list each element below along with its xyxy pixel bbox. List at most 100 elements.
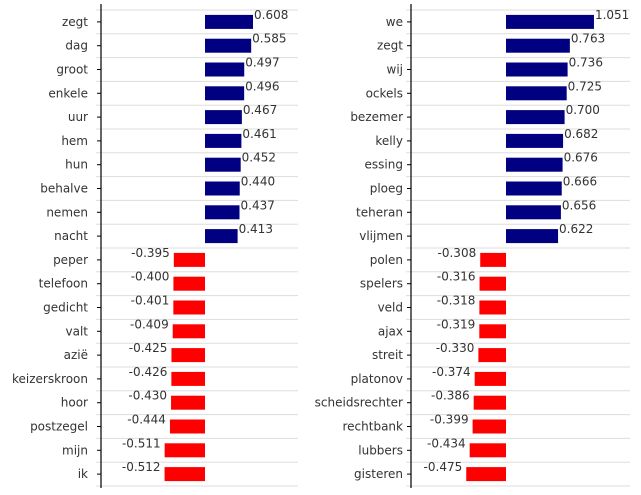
negative-bar xyxy=(164,443,205,458)
positive-bar xyxy=(506,38,570,53)
positive-bar xyxy=(205,14,254,29)
category-label: polen xyxy=(370,253,403,267)
category-label: ik xyxy=(78,467,88,481)
data-label: 0.682 xyxy=(564,127,598,141)
category-label: streit xyxy=(372,348,403,362)
right-bar-chart: we 1.051 zegt 0.763 wij 0.736 ockels 0.725 bezem… xyxy=(315,4,630,488)
positive-bar xyxy=(205,86,245,101)
negative-bar xyxy=(169,419,205,434)
negative-bar xyxy=(478,348,506,363)
category-label: bezemer xyxy=(350,110,403,124)
positive-bar xyxy=(205,38,252,53)
data-label: 0.763 xyxy=(571,32,605,46)
data-label: 0.497 xyxy=(245,56,279,70)
category-label: hem xyxy=(61,134,88,148)
negative-bar xyxy=(479,300,506,315)
data-label: -0.425 xyxy=(129,341,168,355)
category-label: azië xyxy=(64,348,88,362)
negative-bar xyxy=(173,300,205,315)
data-label: -0.401 xyxy=(131,294,170,308)
category-label: zegt xyxy=(62,15,88,29)
data-label: -0.374 xyxy=(432,365,471,379)
category-label: groot xyxy=(56,63,88,77)
data-label: -0.395 xyxy=(131,246,170,260)
category-label: enkele xyxy=(48,86,88,100)
data-label: -0.475 xyxy=(424,460,463,474)
category-label: teheran xyxy=(356,205,403,219)
data-label: 0.440 xyxy=(241,175,275,189)
category-label: spelers xyxy=(360,277,403,291)
data-label: -0.319 xyxy=(437,317,476,331)
negative-bar xyxy=(469,443,506,458)
negative-bar xyxy=(173,252,205,267)
positive-bar xyxy=(205,110,242,125)
positive-bar xyxy=(205,62,245,77)
data-label: 1.051 xyxy=(595,8,629,22)
data-label: 0.666 xyxy=(563,175,597,189)
data-label: -0.386 xyxy=(431,389,470,403)
data-label: 0.461 xyxy=(242,127,276,141)
data-label: 0.736 xyxy=(569,56,603,70)
data-label: -0.511 xyxy=(122,436,161,450)
category-label: ockels xyxy=(366,86,403,100)
data-label: -0.444 xyxy=(127,413,166,427)
data-label: 0.496 xyxy=(245,79,279,93)
positive-bar xyxy=(506,157,563,172)
data-label: -0.409 xyxy=(130,317,169,331)
data-label: -0.308 xyxy=(438,246,477,260)
positive-bar xyxy=(205,229,238,244)
category-label: rechtbank xyxy=(343,420,404,434)
category-label: gisteren xyxy=(354,467,403,481)
category-label: nacht xyxy=(54,229,88,243)
data-label: -0.426 xyxy=(129,365,168,379)
negative-bar xyxy=(479,324,506,339)
category-label: mijn xyxy=(62,443,88,457)
category-label: keizerskroon xyxy=(12,372,88,386)
category-label: gedicht xyxy=(43,301,88,315)
category-label: lubbers xyxy=(358,443,403,457)
category-label: kelly xyxy=(375,134,403,148)
category-label: uur xyxy=(68,110,88,124)
negative-bar xyxy=(173,276,205,291)
negative-bar xyxy=(164,467,205,482)
positive-bar xyxy=(506,229,559,244)
data-label: 0.413 xyxy=(239,222,273,236)
data-label: 0.656 xyxy=(562,198,596,212)
negative-bar xyxy=(171,371,205,386)
positive-bar xyxy=(506,110,565,125)
data-label: -0.399 xyxy=(430,413,469,427)
positive-bar xyxy=(506,86,567,101)
category-label: zegt xyxy=(377,39,403,53)
data-label: -0.434 xyxy=(427,436,466,450)
data-label: -0.400 xyxy=(131,270,170,284)
category-label: peper xyxy=(53,253,88,267)
data-label: 0.585 xyxy=(252,32,286,46)
negative-bar xyxy=(171,348,205,363)
category-label: valt xyxy=(66,324,89,338)
category-label: veld xyxy=(378,301,403,315)
category-label: ajax xyxy=(378,324,403,338)
positive-bar xyxy=(205,181,240,196)
category-label: postzegel xyxy=(30,420,88,434)
data-label: 0.725 xyxy=(568,79,602,93)
data-label: -0.318 xyxy=(437,294,476,308)
left-bar-chart: zegt 0.608 dag 0.585 groot 0.497 enkele 0.496 uu… xyxy=(12,4,298,488)
positive-bar xyxy=(506,14,594,29)
positive-bar xyxy=(506,133,564,148)
negative-bar xyxy=(466,467,506,482)
negative-bar xyxy=(474,371,506,386)
category-label: essing xyxy=(365,158,403,172)
data-label: -0.512 xyxy=(122,460,161,474)
category-label: hoor xyxy=(61,396,88,410)
data-label: 0.700 xyxy=(566,103,600,117)
data-label: 0.467 xyxy=(243,103,277,117)
data-label: 0.622 xyxy=(559,222,593,236)
positive-bar xyxy=(205,205,240,220)
data-label: 0.676 xyxy=(564,151,598,165)
negative-bar xyxy=(480,252,506,267)
category-label: hun xyxy=(65,158,88,172)
positive-bar xyxy=(205,157,241,172)
category-label: wij xyxy=(387,63,403,77)
data-label: 0.608 xyxy=(254,8,288,22)
